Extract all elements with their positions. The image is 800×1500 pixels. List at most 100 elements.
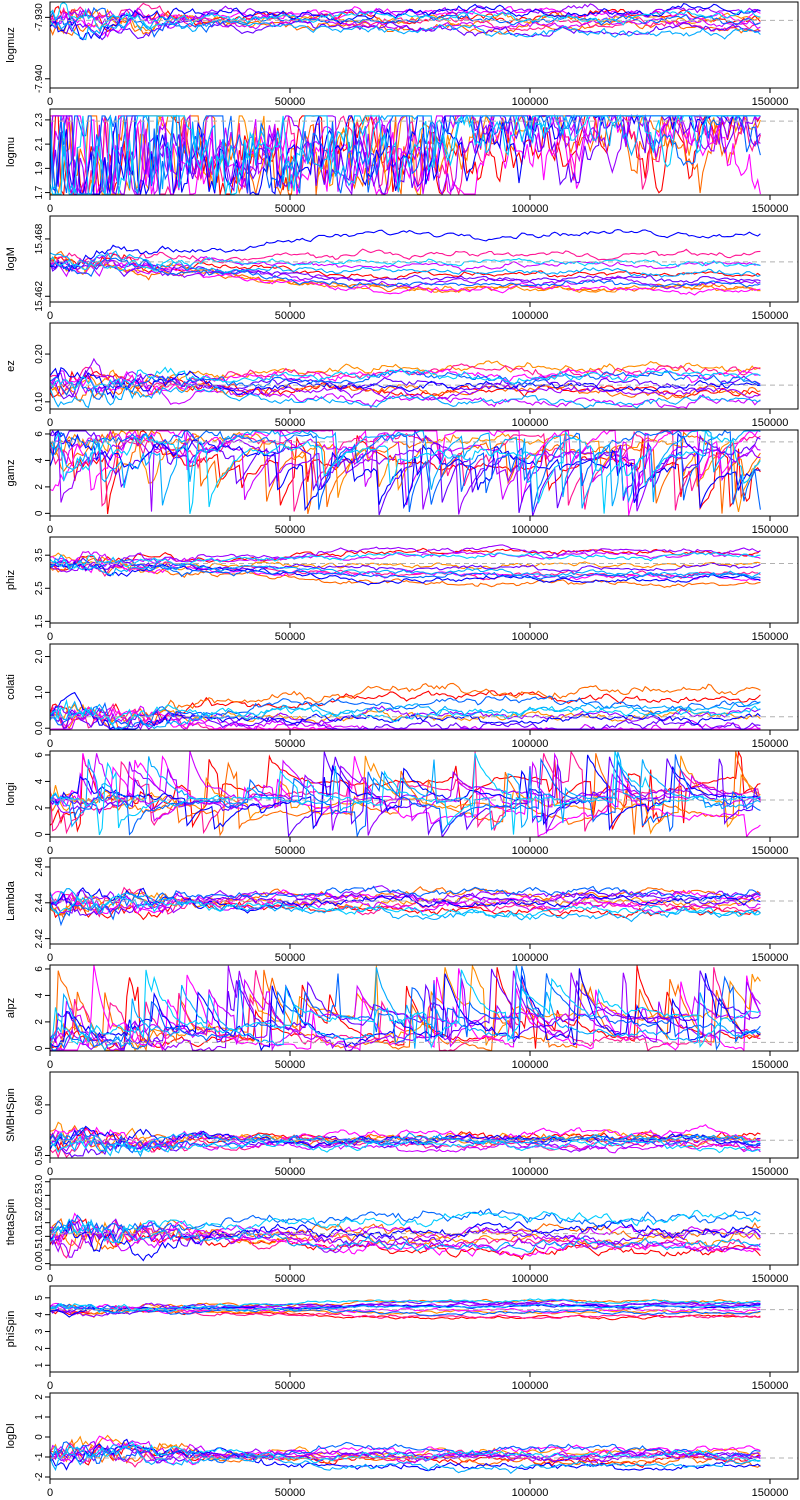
y-tick-label: 2.0 [34, 649, 45, 663]
x-tick-label: 150000 [752, 203, 789, 215]
trace-series-11 [50, 1218, 761, 1253]
x-tick-label: 0 [47, 952, 53, 964]
x-tick-label: 100000 [512, 845, 549, 857]
y-tick-label: 2.42 [34, 928, 45, 948]
trace-series-12 [50, 751, 761, 836]
y-axis-label: longi [5, 782, 17, 805]
y-tick-label: 0.0 [34, 1256, 45, 1270]
trace-series-9 [50, 691, 761, 730]
trace-series-5 [50, 259, 761, 296]
panel-logM: 0 50000 100000 150000 15.462 15.468 logM [5, 215, 799, 322]
x-tick-label: 50000 [275, 1380, 306, 1392]
panel-phiz: 0 50000 100000 150000 1.5 2.5 3.5 phiz [5, 536, 799, 643]
y-tick-label: 0 [34, 831, 45, 837]
y-axis-label: phiz [5, 570, 17, 590]
x-tick-label: 50000 [275, 738, 306, 750]
y-tick-label: 4 [34, 457, 45, 463]
x-tick-label: 150000 [752, 524, 789, 536]
x-tick-label: 0 [47, 203, 53, 215]
trace-series-10 [50, 1127, 761, 1154]
trace-series-10 [50, 695, 761, 728]
trace-series-8 [50, 17, 761, 41]
plot-frame [49, 1285, 799, 1373]
traces-Lambda [50, 885, 761, 927]
panel-logmu: 0 50000 100000 150000 1.7 1.9 2.1 2.3 logmu [5, 108, 799, 215]
trace-series-9 [50, 367, 761, 400]
traces-SMBHSpin [50, 1121, 761, 1158]
x-tick-label: 50000 [275, 1487, 306, 1499]
y-tick-label: 4 [34, 992, 45, 998]
x-tick-label: 100000 [512, 524, 549, 536]
traces-logDl [50, 1434, 761, 1474]
x-tick-label: 150000 [752, 1487, 789, 1499]
x-tick-label: 0 [47, 1380, 53, 1392]
x-tick-label: 150000 [752, 310, 789, 322]
trace-series-12 [50, 893, 761, 921]
trace-series-9 [50, 229, 761, 273]
y-tick-label: 4 [34, 778, 45, 784]
trace-series-5 [50, 430, 761, 516]
trace-series-12 [50, 1441, 761, 1464]
y-tick-label: 0 [34, 510, 45, 516]
trace-series-11 [50, 888, 761, 923]
y-tick-label: -7.930 [34, 3, 45, 32]
y-tick-label: 2 [34, 1345, 45, 1351]
trace-series-9 [50, 968, 761, 1051]
trace-series-8 [50, 751, 761, 837]
x-tick-label: 0 [47, 631, 53, 643]
trace-series-3 [50, 360, 761, 396]
trace-series-12 [50, 430, 761, 515]
trace-series-10 [50, 1208, 761, 1235]
plot-frame [49, 429, 799, 517]
x-tick-label: 50000 [275, 1059, 306, 1071]
y-tick-label: 2.46 [34, 857, 45, 877]
y-axis-label: SMBHSpin [5, 1088, 17, 1142]
x-tick-label: 150000 [752, 631, 789, 643]
trace-series-9 [50, 561, 761, 586]
plot-frame [49, 322, 799, 410]
plot-frame [49, 1178, 799, 1266]
y-tick-label: 5 [34, 1295, 45, 1301]
y-axis-label: thetaSpin [5, 1199, 17, 1245]
y-tick-label: 2.5 [34, 1188, 45, 1202]
x-tick-label: 0 [47, 1273, 53, 1285]
x-tick-label: 100000 [512, 631, 549, 643]
y-tick-label: 6 [34, 431, 45, 437]
x-tick-label: 150000 [752, 1380, 789, 1392]
trace-series-2 [50, 969, 761, 1051]
traces-alpz [50, 965, 761, 1051]
trace-series-12 [50, 2, 761, 30]
traces-thetaSpin [50, 1208, 761, 1262]
trace-series-2 [50, 14, 761, 37]
trace-series-11 [50, 1132, 761, 1158]
trace-series-7 [50, 255, 761, 290]
panel-gamz: 0 50000 100000 150000 0 2 4 6 gamz [5, 429, 799, 536]
traces-logmuz [50, 2, 761, 41]
y-tick-label: 6 [34, 966, 45, 972]
trace-series-12 [50, 1209, 761, 1244]
panel-ez: 0 50000 100000 150000 0.10 0.20 ez [5, 322, 799, 429]
y-tick-label: -7.940 [34, 64, 45, 93]
x-tick-label: 100000 [512, 1059, 549, 1071]
panel-thetaSpin: 0 50000 100000 150000 0.00.51.01.52.02.53.0 t… [5, 1174, 799, 1285]
y-tick-label: 2.0 [34, 1202, 45, 1216]
y-tick-label: 1.5 [34, 614, 45, 628]
trace-series-1 [50, 547, 761, 571]
plot-frame [49, 857, 799, 945]
panel-colati: 0 50000 100000 150000 0.0 1.0 2.0 colati [5, 643, 799, 750]
y-axis-label: alpz [5, 998, 17, 1018]
trace-series-6 [50, 1130, 761, 1154]
y-tick-label: 0.10 [34, 392, 45, 412]
panel-phiSpin: 0 50000 100000 150000 1 2 3 4 5 phiSpin [5, 1285, 799, 1392]
trace-series-10 [50, 754, 761, 837]
x-tick-label: 0 [47, 417, 53, 429]
trace-series-12 [50, 552, 761, 570]
trace-series-11 [50, 553, 761, 578]
trace-series-6 [50, 550, 761, 568]
plot-frame [49, 1392, 799, 1480]
x-tick-label: 100000 [512, 738, 549, 750]
x-tick-label: 0 [47, 738, 53, 750]
x-tick-label: 100000 [512, 417, 549, 429]
y-tick-label: 2 [34, 1019, 45, 1025]
y-tick-label: 2.44 [34, 893, 45, 913]
